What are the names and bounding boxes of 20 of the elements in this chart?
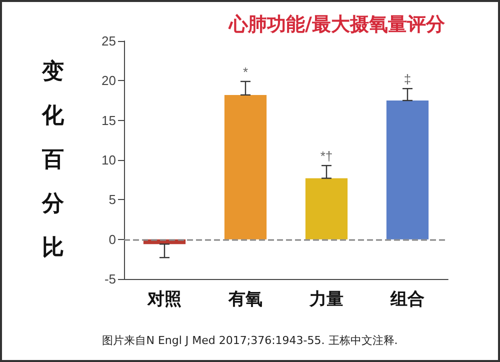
y-tick-label: 20: [102, 73, 116, 88]
annotation: *†: [320, 148, 333, 164]
y-tick-label: 15: [102, 112, 116, 128]
chart-title: 心肺功能/最大摄氧量评分: [228, 14, 446, 36]
bar: [386, 100, 429, 240]
x-tick-label: 对照: [146, 290, 182, 310]
bar: [305, 178, 348, 240]
text: 图片来自N Engl J Med 2017;376:1943-55. 王栋中文注释.: [102, 334, 398, 347]
bar: [224, 94, 267, 240]
x-tick-label: 力量: [308, 290, 344, 310]
y-axis-title: 变化百分比: [41, 58, 65, 260]
x-tick-label: 有氧: [228, 290, 262, 310]
annotation: *: [242, 64, 248, 80]
annotation: ‡: [404, 72, 412, 87]
y-tick-label: 5: [108, 192, 116, 208]
x-tick-label: 组合: [390, 290, 424, 310]
y-tick-label: 10: [102, 152, 116, 168]
y-tick-label: 0: [108, 232, 116, 247]
y-tick-label: -5: [104, 272, 116, 286]
y-tick-label: 25: [102, 34, 116, 48]
